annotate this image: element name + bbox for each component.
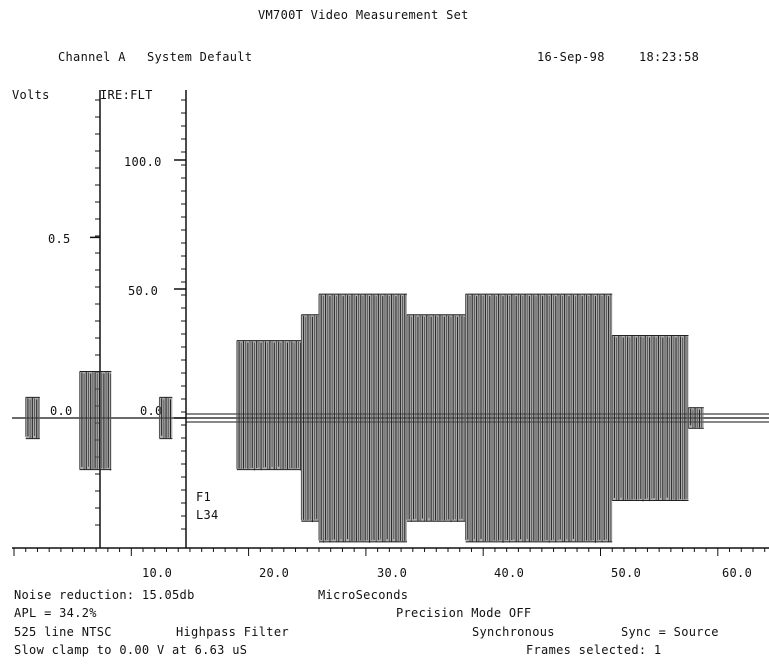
waveform-segment — [465, 293, 613, 543]
sync-mode-text: Synchronous — [472, 625, 555, 639]
x-axis-title: MicroSeconds — [318, 588, 409, 602]
apl-text: APL = 34.2% — [14, 606, 97, 620]
field-marker: F1 — [196, 490, 212, 504]
frames-selected-text: Frames selected: 1 — [526, 643, 662, 657]
time-label: 18:23:58 — [639, 50, 700, 64]
x-tick-label: 20.0 — [259, 566, 290, 580]
volts-axis-label: Volts — [12, 88, 50, 102]
volts-tick-label: 0.5 — [48, 232, 71, 246]
filter-text: Highpass Filter — [176, 625, 289, 639]
x-tick-label: 10.0 — [142, 566, 173, 580]
ire-tick-label: 50.0 — [128, 284, 159, 298]
x-tick-label: 50.0 — [611, 566, 642, 580]
x-tick-label: 40.0 — [494, 566, 525, 580]
x-tick-label: 30.0 — [377, 566, 408, 580]
channel-label: Channel A — [58, 50, 126, 64]
precision-mode-text: Precision Mode OFF — [396, 606, 532, 620]
waveform-segment — [236, 340, 302, 471]
waveform-segment — [300, 314, 319, 523]
ire-tick-label: 100.0 — [124, 155, 162, 169]
date-label: 16-Sep-98 — [537, 50, 605, 64]
waveform-segment — [158, 396, 173, 440]
line-marker: L34 — [196, 508, 219, 522]
noise-reduction-text: Noise reduction: 15.05db — [14, 588, 195, 602]
waveform-segment — [79, 371, 112, 471]
waveform-segment — [687, 407, 704, 429]
waveform-segment — [25, 396, 40, 440]
line-standard-text: 525 line NTSC — [14, 625, 112, 639]
sync-source-text: Sync = Source — [621, 625, 719, 639]
ire-tick-label: 0.0 — [140, 404, 163, 418]
clamp-text: Slow clamp to 0.00 V at 6.63 uS — [14, 643, 248, 657]
waveform-trace — [25, 293, 704, 543]
waveform-segment — [318, 293, 407, 543]
waveform-segment — [611, 334, 689, 502]
waveform-segment — [406, 314, 466, 523]
x-tick-label: 60.0 — [722, 566, 753, 580]
setup-label: System Default — [147, 50, 253, 64]
volts-tick-label: 0.0 — [50, 404, 73, 418]
page-title: VM700T Video Measurement Set — [258, 8, 469, 22]
ire-axis-label: IRE:FLT — [100, 88, 153, 102]
